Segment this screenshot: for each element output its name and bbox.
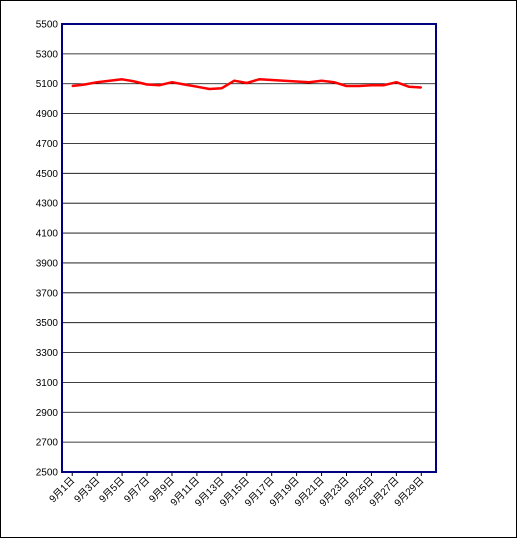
y-tick-label: 4700 <box>36 139 59 150</box>
data-point <box>171 81 173 84</box>
data-point <box>383 84 385 87</box>
y-tick-label: 2500 <box>36 468 59 479</box>
y-tick-label: 3300 <box>36 348 59 359</box>
y-tick-label: 3900 <box>36 258 59 269</box>
data-point <box>283 79 285 82</box>
data-point <box>420 86 423 89</box>
y-tick-label: 4300 <box>36 199 59 210</box>
data-point <box>208 88 211 90</box>
data-point <box>196 85 198 88</box>
data-point <box>308 81 310 84</box>
data-point <box>295 80 298 83</box>
data-point <box>245 82 248 84</box>
data-point <box>96 81 98 84</box>
data-point <box>133 80 136 83</box>
x-axis-ticks: 9月1日9月3日9月5日9月7日9月9日9月11日9月13日9月15日9月17日… <box>47 472 426 509</box>
y-tick-label: 4900 <box>36 109 59 120</box>
data-point <box>71 85 74 87</box>
data-point <box>345 85 348 87</box>
data-point <box>158 84 161 87</box>
y-tick-label: 3500 <box>36 318 59 329</box>
data-point <box>146 83 148 86</box>
y-tick-label: 4500 <box>36 169 59 180</box>
y-axis-ticks: 2500 2700 2900 3100 3300 3500 3700 3900 4100 4300… <box>36 20 59 479</box>
data-point <box>395 81 398 84</box>
data-point <box>221 87 223 90</box>
y-tick-label: 2700 <box>36 438 59 449</box>
x-tick-label: 9月5日 <box>97 475 127 505</box>
data-point <box>370 84 373 87</box>
data-point <box>358 85 360 87</box>
series-line-0 <box>72 78 422 91</box>
y-tick-label: 5100 <box>36 79 59 90</box>
gridlines <box>62 53 436 443</box>
x-tick-label: 9月3日 <box>72 475 102 505</box>
plot-area-border <box>61 23 437 473</box>
x-tick-label: 9月1日 <box>47 475 77 505</box>
y-tick-label: 5300 <box>36 49 59 60</box>
data-point <box>108 79 111 82</box>
y-tick-label: 3100 <box>36 378 59 389</box>
data-point <box>121 78 123 81</box>
y-tick-label: 3700 <box>36 288 59 299</box>
y-tick-label: 4100 <box>36 229 59 240</box>
series-layer <box>71 78 423 91</box>
y-tick-label: 2900 <box>36 408 59 419</box>
data-point <box>333 81 335 84</box>
data-point <box>270 79 273 81</box>
data-point <box>233 79 236 82</box>
y-tick-label: 5500 <box>36 20 59 31</box>
data-point <box>183 83 186 86</box>
data-point <box>258 78 261 81</box>
data-point <box>408 85 410 88</box>
x-tick-label: 9月7日 <box>122 475 152 505</box>
data-point <box>320 79 323 82</box>
data-point <box>83 83 86 86</box>
